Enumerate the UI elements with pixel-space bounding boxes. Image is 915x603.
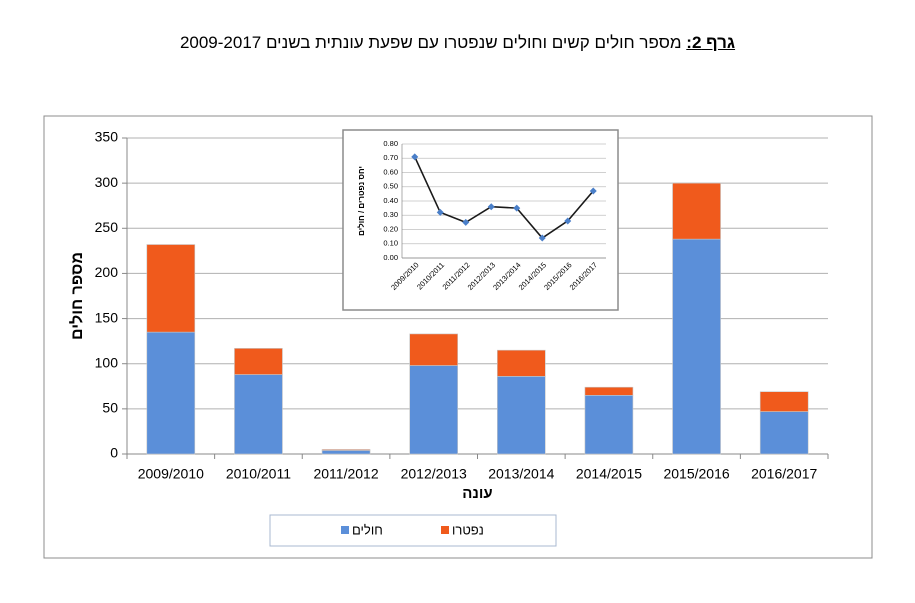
- bar-segment: [321, 450, 371, 455]
- x-axis-label: עונה: [462, 485, 492, 502]
- legend-label: חולים: [352, 522, 383, 537]
- y-tick-label: 0.80: [383, 139, 398, 148]
- bar-segment: [497, 376, 546, 455]
- inset-frame: [342, 129, 619, 311]
- x-tick-label: 2014/2015: [576, 466, 642, 482]
- bar-segment: [759, 411, 809, 455]
- title: גרף 2: מספר חולים קשים וחולים שנפטרו עם …: [0, 33, 915, 53]
- y-tick-label: 0: [110, 445, 118, 461]
- bar-segment: [234, 348, 283, 375]
- y-tick-label: 0.30: [383, 210, 398, 219]
- y-tick-label: 100: [95, 354, 119, 370]
- bar-segment: [321, 449, 371, 451]
- title-text: מספר חולים קשים וחולים שנפטרו עם שפעת עו…: [179, 33, 682, 52]
- x-tick-label: 2016/2017: [751, 466, 817, 482]
- bar-segment: [497, 349, 546, 377]
- legend-box: [269, 514, 557, 547]
- marker: [411, 153, 419, 161]
- title-label: גרף 2:: [686, 33, 736, 52]
- y-tick-label: 0.40: [383, 196, 398, 205]
- bar-segment: [234, 374, 283, 455]
- bar-segment: [672, 238, 721, 455]
- y-tick-label: 0.00: [383, 253, 398, 262]
- x-tick-label: 2013/2014: [488, 466, 554, 482]
- marker: [487, 203, 495, 211]
- legend-swatch: [441, 526, 449, 534]
- bar-segment: [409, 333, 458, 366]
- y-axis-label: מספר חולים: [68, 252, 86, 340]
- y-tick-label: 350: [95, 129, 119, 145]
- y-tick-label: 0.70: [383, 153, 398, 162]
- x-tick-label: 2011/2012: [313, 466, 378, 482]
- x-tick-label: 2010/2011: [226, 466, 291, 482]
- marker: [513, 204, 521, 212]
- line: [414, 156, 594, 240]
- marker: [538, 234, 546, 242]
- legend-swatch: [341, 526, 349, 534]
- y-tick-label: 0.50: [383, 182, 398, 191]
- y-tick-label: 150: [95, 309, 119, 325]
- x-tick-label: 2012/2013: [401, 466, 467, 482]
- legend-label: נפטרו: [452, 522, 484, 537]
- y-tick-label: 300: [95, 174, 119, 190]
- marker: [436, 208, 444, 216]
- bar-segment: [146, 331, 196, 455]
- bar-segment: [759, 391, 809, 412]
- marker: [564, 217, 572, 225]
- bar-segment: [584, 386, 634, 396]
- bar-segment: [146, 244, 196, 333]
- y-tick-label: 0.60: [383, 167, 398, 176]
- x-tick-label: 2009/2010: [138, 466, 204, 482]
- marker: [589, 187, 597, 195]
- x-tick-label: 2015/2016: [663, 466, 729, 482]
- y-tick-label: 50: [102, 400, 118, 416]
- bar-segment: [672, 182, 721, 240]
- y-axis-label: יחס נפטרים / חולים: [357, 166, 366, 236]
- y-tick-label: 0.10: [383, 239, 398, 248]
- y-tick-label: 0.20: [383, 224, 398, 233]
- bar-segment: [584, 395, 634, 455]
- marker: [462, 218, 470, 226]
- y-tick-label: 200: [95, 264, 119, 280]
- bar-segment: [409, 365, 458, 455]
- y-tick-label: 250: [95, 219, 119, 235]
